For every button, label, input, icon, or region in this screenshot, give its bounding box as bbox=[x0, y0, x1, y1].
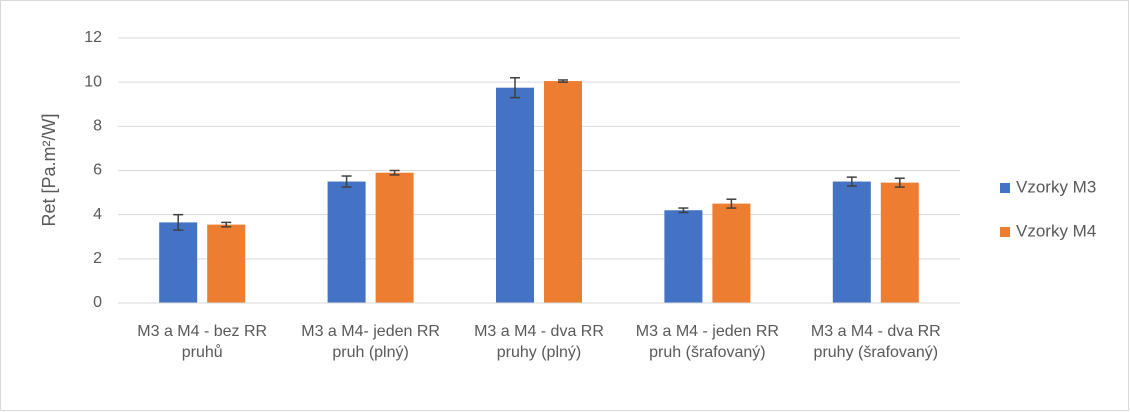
x-tick-label: M3 a M4 - jeden RR pruh (šrafovaný) bbox=[635, 323, 779, 361]
y-axis-label: Ret [Pa.m²/W] bbox=[39, 113, 59, 226]
bar bbox=[375, 172, 414, 303]
y-tick-label: 10 bbox=[84, 73, 102, 90]
error-bar bbox=[221, 221, 232, 228]
error-bar bbox=[846, 176, 857, 187]
bar bbox=[327, 181, 366, 303]
legend-label: Vzorky M4 bbox=[1016, 221, 1096, 240]
y-tick-label: 12 bbox=[84, 29, 102, 46]
error-bar bbox=[173, 213, 184, 231]
y-tick-label: 6 bbox=[93, 162, 102, 179]
x-tick-label: M3 a M4 - bez RR pruhů bbox=[137, 323, 268, 361]
error-bar bbox=[558, 79, 568, 83]
error-bar bbox=[678, 207, 689, 214]
bar bbox=[712, 203, 751, 303]
error-bar bbox=[341, 175, 352, 188]
bar bbox=[880, 182, 919, 303]
x-tick-label: M3 a M4 - dva RR pruhy (šrafovaný) bbox=[810, 323, 941, 361]
bar bbox=[496, 87, 534, 303]
legend-swatch bbox=[1000, 183, 1010, 193]
error-bar bbox=[894, 177, 905, 188]
error-bar bbox=[389, 169, 400, 176]
bar bbox=[832, 181, 871, 303]
legend-swatch bbox=[1000, 227, 1010, 237]
legend-label: Vzorky M3 bbox=[1016, 177, 1096, 196]
y-tick-label: 0 bbox=[93, 294, 102, 311]
y-tick-label: 8 bbox=[93, 118, 102, 135]
y-tick-label: 2 bbox=[93, 250, 102, 267]
error-bar bbox=[510, 77, 520, 99]
error-bar bbox=[726, 198, 737, 209]
bar bbox=[544, 81, 582, 303]
y-tick-label: 4 bbox=[93, 206, 102, 223]
x-tick-label: M3 a M4- jeden RR pruh (plný) bbox=[301, 323, 440, 361]
bar bbox=[159, 222, 198, 303]
bar bbox=[207, 224, 246, 303]
bar bbox=[664, 210, 703, 303]
x-tick-label: M3 a M4 - dva RR pruhy (plný) bbox=[474, 323, 604, 361]
